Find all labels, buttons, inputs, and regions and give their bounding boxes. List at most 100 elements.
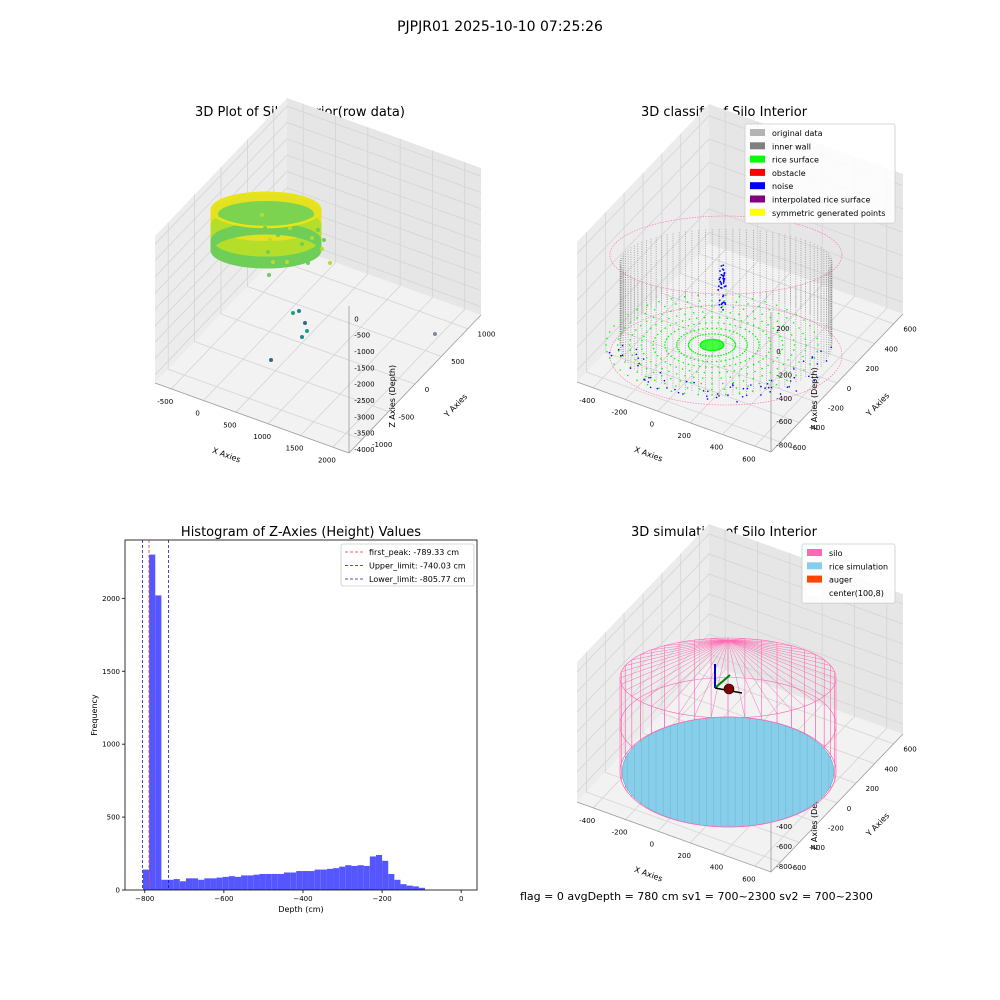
noise-point [722,295,724,298]
surface-point [729,323,731,326]
y-tick-label: 0 [847,805,851,813]
noise-point [720,306,723,309]
surface-point [664,341,667,343]
grid-line [246,139,442,357]
surface-point [767,364,769,367]
surface-point [779,335,782,338]
surface-point [661,313,663,315]
surface-point [790,354,793,356]
surface-point [606,337,608,340]
noise-point [770,386,773,389]
surface-point [745,339,747,342]
surface-point [688,347,691,349]
surface-point [725,353,728,355]
surface-point [715,360,718,363]
noise-point [715,396,718,399]
surface-point [675,344,678,346]
surface-point [804,350,807,352]
data-point [305,329,309,333]
grid-line [661,153,857,364]
surface-point [761,375,763,377]
x-tick-label: -200 [612,409,628,417]
surface-point [669,324,672,327]
surface-point [724,359,727,362]
surface-point [717,322,719,324]
histogram-bar [302,871,309,890]
grid-line [332,162,466,448]
noise-point [793,368,795,370]
histogram-bar [400,884,407,890]
surface-point [693,364,695,367]
grid-line [576,593,904,733]
histogram-bar [155,595,162,890]
surface-point [729,312,732,314]
legend-label: auger [829,576,853,585]
surface-point [729,364,731,367]
silo-roof-line [664,639,729,646]
surface-point [664,382,666,385]
noise-point [779,393,782,395]
histogram-bar [394,879,401,890]
surface-point [677,339,679,342]
surface-point [802,369,805,371]
noise-point [707,390,709,393]
surface-point [741,335,744,338]
surface-point [732,381,735,384]
surface-point [684,374,686,377]
ring-layer [210,231,322,269]
surface-point [646,383,649,386]
surface-point [732,348,735,351]
y-tick-label: 600 [903,326,916,334]
surface-point [703,316,706,319]
surface-point [785,371,788,373]
noise-point [656,387,659,390]
surface-point [667,335,670,338]
surface-point [688,318,691,321]
surface-point [781,339,783,342]
x-tick-label: 400 [710,444,723,452]
silo-roof-line [727,639,825,661]
noise-point [760,385,762,388]
noise-point [619,354,622,357]
surface-point [699,322,701,325]
noise-point [642,358,645,360]
noise-point [717,289,720,291]
y-tick-label: 500 [107,814,120,822]
silo-roof-line [727,639,778,714]
surface-point [816,350,818,353]
legend-swatch [807,575,822,583]
histogram-bar [185,878,193,890]
surface-point [746,315,749,317]
surface-point [678,350,681,353]
silo-roof-line [727,639,778,643]
surface-point [720,360,722,362]
legend-swatch [750,195,765,203]
surface-point [695,371,698,373]
noise-point [635,348,638,351]
grid-line [167,222,363,440]
surface-point [661,367,663,370]
noise-point [732,384,734,387]
surface-point [727,336,730,338]
legend-swatch [807,549,822,556]
noise-point [820,350,822,353]
surface-point [661,320,663,323]
histogram-bar [296,871,303,890]
silo-bottom-ring [619,716,837,828]
noise-point [649,386,652,389]
surface-point [629,339,632,341]
silo-roof-line [727,639,816,655]
surface-point [729,350,732,353]
z-tick-label: -1500 [354,364,374,372]
histogram-bar [363,865,370,890]
surface-point [761,320,763,323]
legend-swatch [750,129,765,136]
surface-point [681,320,684,322]
noise-point [745,394,748,397]
noise-point [685,380,688,383]
data-point [300,335,304,339]
legend-simulation [801,543,896,604]
surface-point [714,333,716,335]
noise-point [718,303,721,306]
